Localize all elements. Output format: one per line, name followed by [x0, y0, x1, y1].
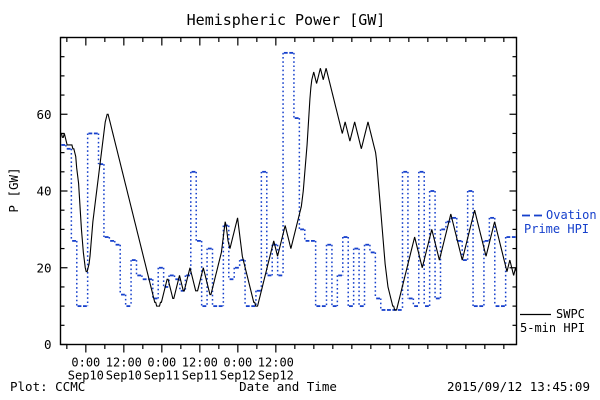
y-axis-title-group: P [GW] — [6, 167, 21, 212]
series-swpc-5min-hpi — [60, 68, 518, 311]
x-tick-label-date: Sep10 — [106, 369, 142, 383]
legend-ovation-label-line1: Ovation — [546, 208, 597, 222]
x-tick-label-date: Sep12 — [258, 369, 294, 383]
render-timestamp: 2015/09/12 13:45:09 — [447, 379, 590, 394]
x-axis-title: Date and Time — [239, 379, 337, 394]
x-tick-label-time: 12:00 — [258, 356, 294, 370]
y-tick-label: 40 — [36, 184, 51, 199]
plot-credit: Plot: CCMC — [10, 379, 85, 394]
chart-title: Hemispheric Power [GW] — [187, 11, 386, 29]
legend-swpc: SWPC 5-min HPI — [520, 307, 585, 335]
x-tick-label-time: 12:00 — [106, 356, 142, 370]
x-tick-label-date: Sep10 — [68, 369, 104, 383]
y-tick-label: 0 — [44, 337, 52, 352]
x-tick-label-time: 0:00 — [223, 356, 252, 370]
legend-swpc-label-line1: SWPC — [556, 307, 585, 321]
legend-swpc-label-line2: 5-min HPI — [520, 321, 585, 335]
legend-ovation-label-line2: Prime HPI — [524, 222, 589, 236]
x-tick-label-date: Sep12 — [220, 369, 256, 383]
legend-ovation: Ovation Prime HPI — [522, 208, 597, 236]
y-tick-label: 60 — [36, 107, 51, 122]
x-tick-label-date: Sep11 — [144, 369, 180, 383]
x-axis-ticks — [66, 37, 505, 353]
y-axis-tick-labels: 0 20 40 60 — [36, 107, 51, 352]
x-tick-label-time: 0:00 — [71, 356, 100, 370]
x-tick-label-time: 0:00 — [147, 356, 176, 370]
x-tick-label-date: Sep11 — [182, 369, 218, 383]
y-tick-label: 20 — [36, 260, 51, 275]
y-axis-title: P [GW] — [6, 167, 21, 212]
x-axis-tick-labels: 0:00Sep1012:00Sep100:00Sep1112:00Sep110:… — [68, 356, 294, 383]
x-tick-label-time: 12:00 — [182, 356, 218, 370]
y-axis-ticks — [60, 36, 517, 346]
